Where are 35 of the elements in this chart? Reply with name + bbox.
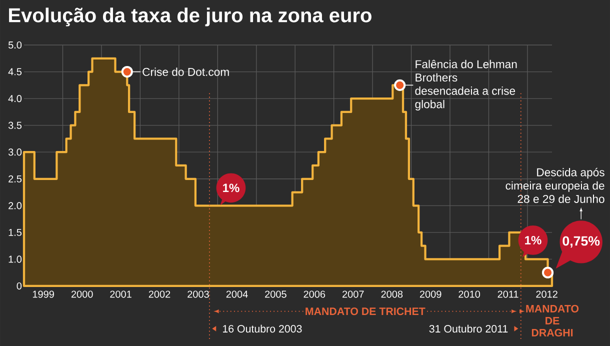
x-tick-label: 2000: [71, 290, 93, 298]
x-tick-label: 1999: [32, 290, 54, 298]
ref-line-label: 31 Outubro 2011: [429, 324, 508, 333]
x-tick-label: 2011: [498, 290, 518, 298]
y-tick-label: 0: [16, 282, 22, 290]
annotation: Descida após cimeira europeia de 28 e 29 de Junho: [506, 168, 604, 203]
ref-line-label: 16 Outubro 2003: [223, 324, 302, 333]
x-tick-label: 2007: [342, 290, 364, 298]
y-tick-label: 2.0: [8, 202, 22, 210]
x-tick-label: 2002: [148, 290, 170, 298]
annotation: Falência do Lehman Brothers desencadeia a crise global: [415, 60, 517, 110]
annotation: 1%: [223, 184, 240, 192]
x-tick-label: 2008: [381, 290, 403, 298]
x-tick-label: 2006: [304, 290, 326, 298]
x-tick-label: 2010: [458, 290, 480, 298]
annotation: Crise do Dot.com: [142, 68, 229, 76]
y-tick-label: 5.0: [8, 41, 22, 49]
y-tick-label: 1.5: [8, 228, 22, 236]
text: MANDATO DE TRICHET: [306, 308, 426, 316]
text: 0,75%: [562, 236, 600, 248]
x-tick-label: 2005: [265, 290, 286, 298]
x-tick-label: 2012: [536, 290, 558, 298]
x-tick-label: 2003: [188, 290, 209, 298]
y-tick-label: 4.5: [8, 68, 22, 76]
y-tick-label: 3.5: [8, 122, 22, 129]
y-tick-label: 3.0: [8, 148, 22, 156]
y-tick-label: 1.0: [8, 256, 22, 263]
x-tick-label: 2004: [226, 290, 248, 298]
chart-title: Evolução da taxa de juro na zona euro: [9, 8, 372, 26]
y-tick-label: 2.5: [8, 175, 22, 182]
y-tick-label: 4.0: [8, 95, 22, 102]
x-tick-label: 2001: [110, 290, 132, 298]
annotation: 1%: [525, 236, 542, 244]
text: MANDATO DE DRAGHI: [526, 304, 579, 336]
x-tick-label: 2009: [420, 290, 442, 298]
